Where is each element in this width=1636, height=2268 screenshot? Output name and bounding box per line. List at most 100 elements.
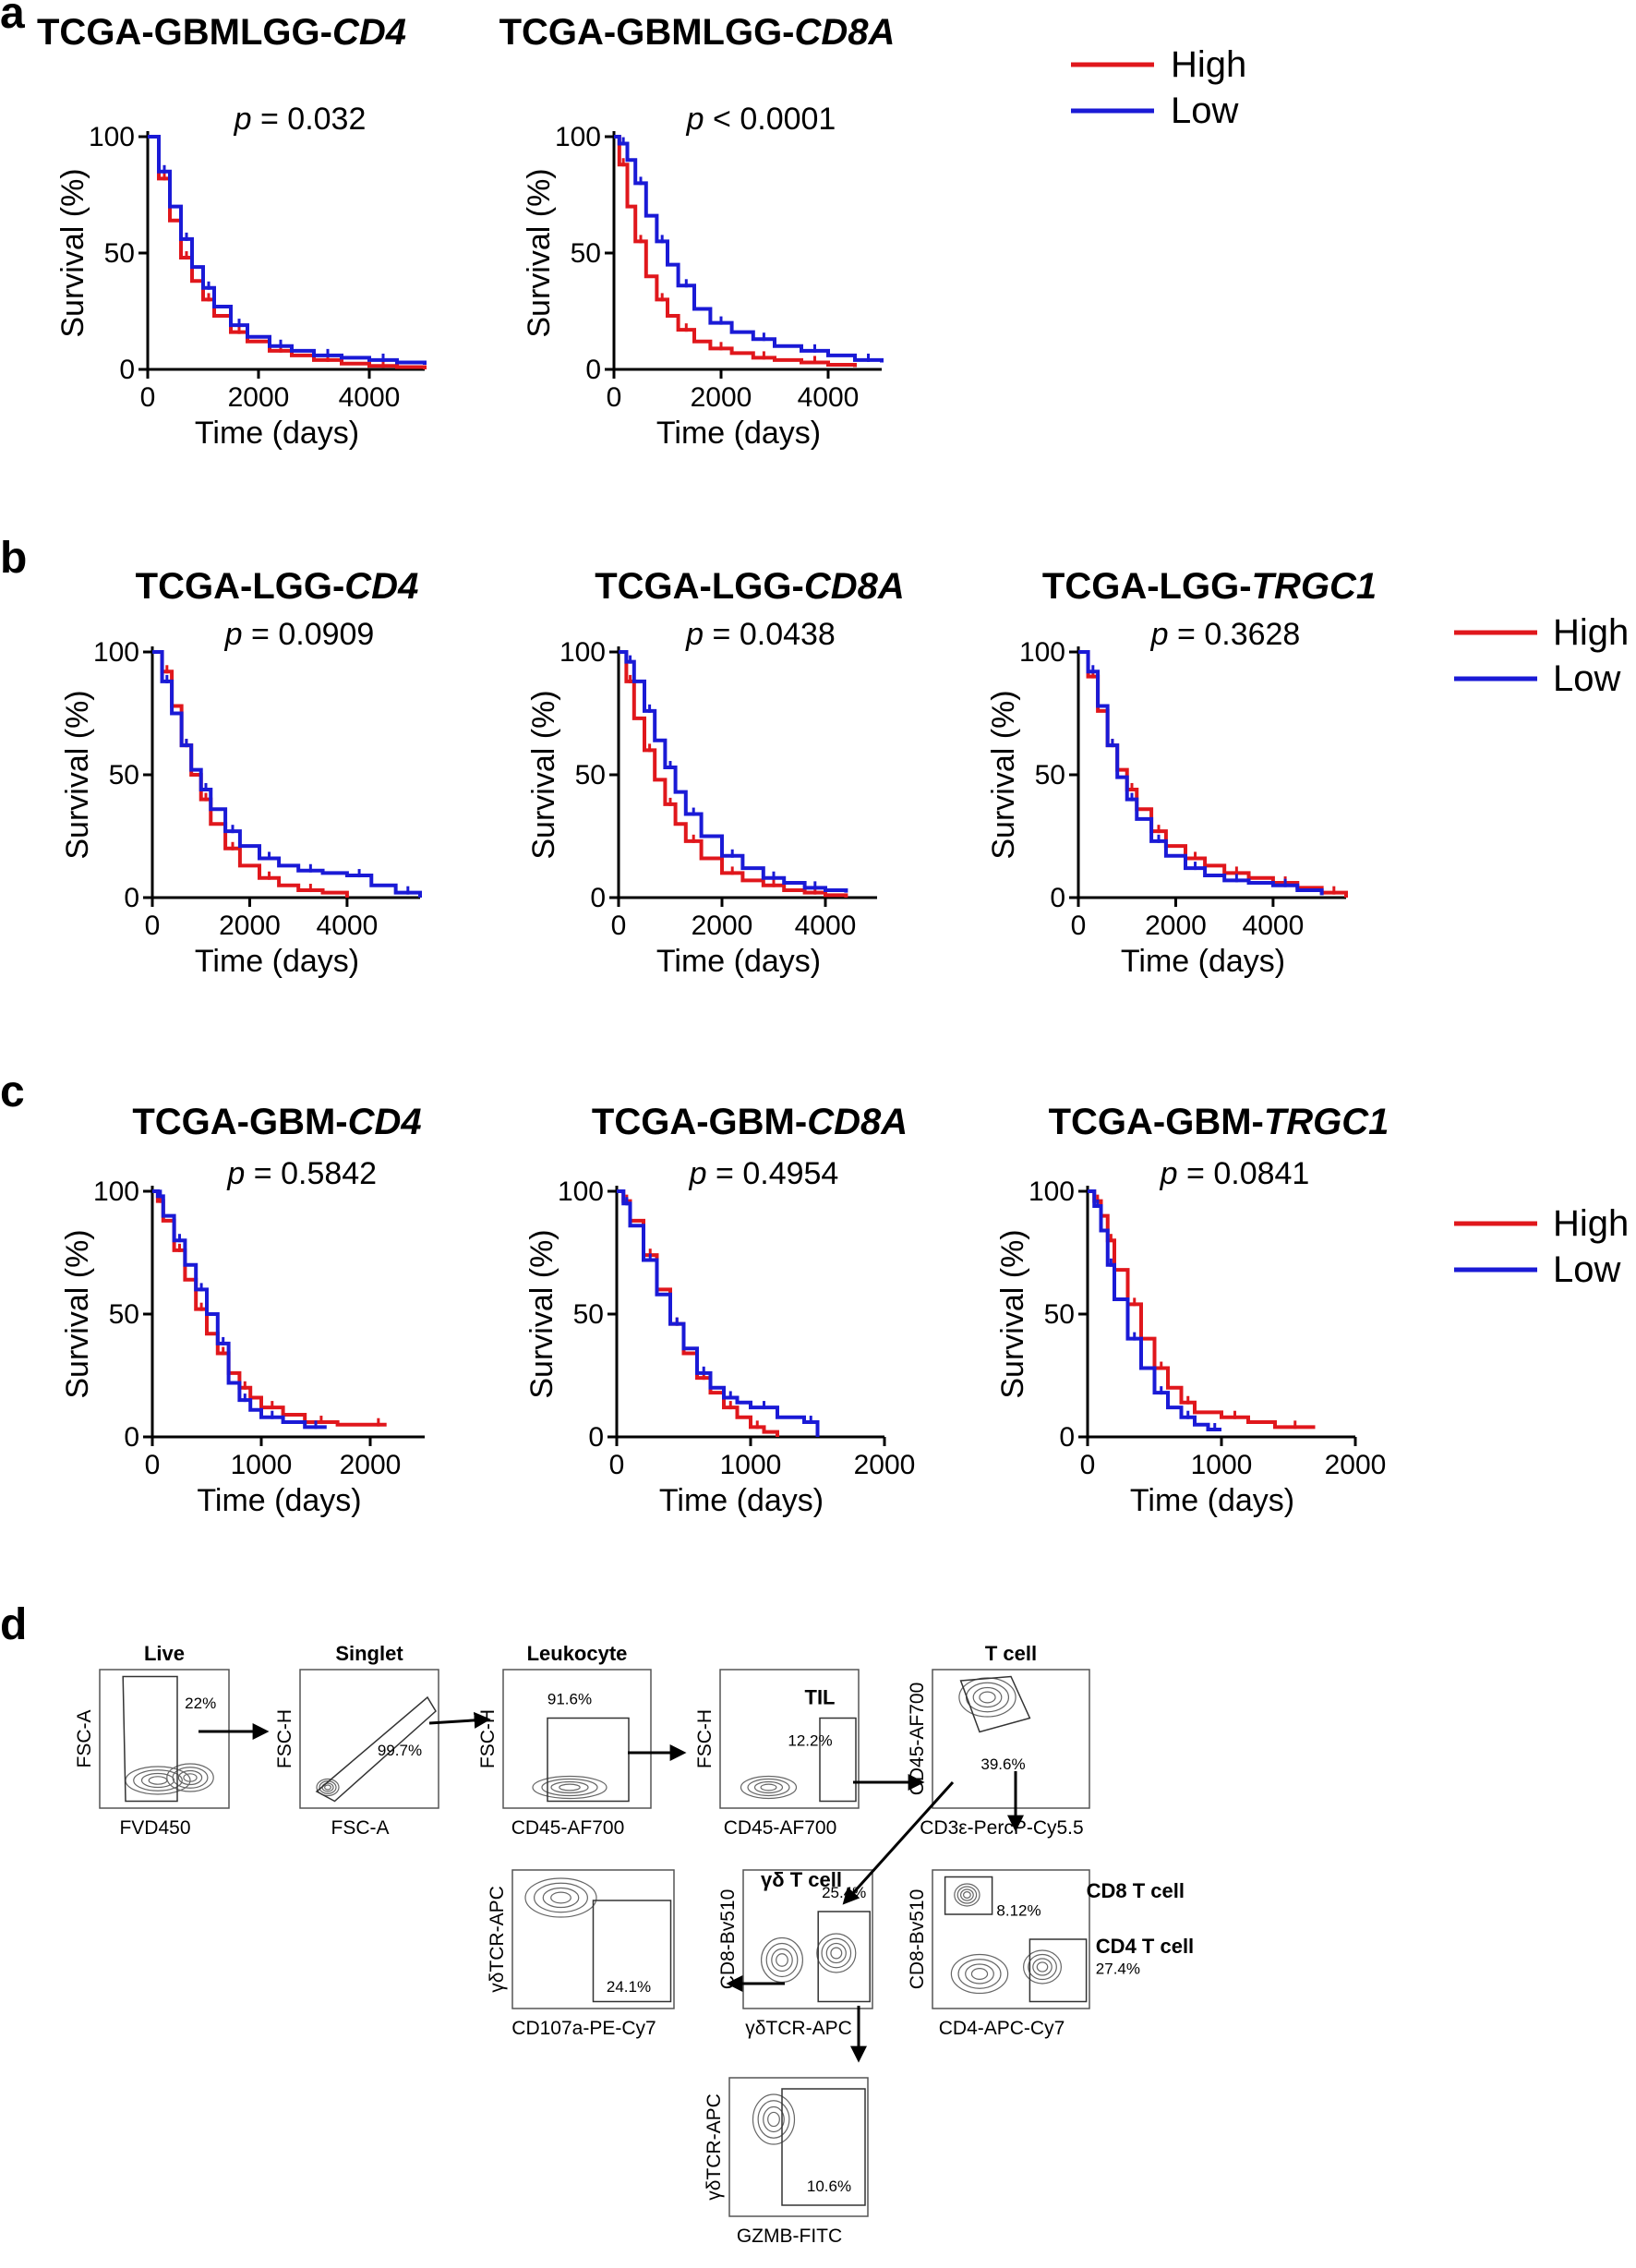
p-value: p = 0.5842 (226, 1156, 377, 1191)
series-high (617, 1189, 779, 1437)
y-axis-label: CD8-Bv510 (907, 1889, 928, 1990)
chart-title: TCGA-LGG-CD8A (595, 566, 905, 607)
y-tick-label: 50 (1044, 1299, 1075, 1330)
population-contour (958, 1677, 1016, 1718)
x-tick-label: 0 (1071, 911, 1087, 941)
chart-title: TCGA-GBMLGG-CD4 (37, 12, 406, 53)
x-tick-label: 4000 (1243, 911, 1305, 941)
plot-frame (502, 1669, 652, 1809)
x-tick-label: 0 (1080, 1450, 1096, 1480)
y-tick-label: 100 (93, 637, 139, 668)
flow-plot-cd107a: 24.1% CD107a-PE-Cy7 γδTCR-APC (487, 1869, 675, 2039)
p-value: p = 0.3628 (1150, 617, 1301, 652)
legend-low-label: Low (1553, 658, 1620, 699)
x-axis-label: CD107a-PE-Cy7 (511, 2018, 656, 2039)
y-axis-label: Survival (%) (526, 690, 561, 859)
x-tick-label: 1000 (231, 1450, 293, 1480)
y-tick-label: 50 (109, 1299, 139, 1330)
y-tick-label: 0 (585, 355, 601, 385)
x-tick-label: 0 (611, 911, 627, 941)
panel-label-b: b (0, 534, 27, 583)
population-contour (830, 1947, 843, 1960)
x-tick-label: 1000 (720, 1450, 782, 1480)
population-contour (753, 1780, 784, 1794)
y-axis-label: FSC-H (274, 1709, 295, 1768)
gate (547, 1717, 630, 1803)
x-tick-label: 0 (145, 911, 161, 941)
series-low (1078, 650, 1324, 896)
series-high (152, 650, 349, 898)
plot-frame (299, 1669, 439, 1809)
y-tick-label: 100 (555, 122, 601, 152)
series-high (152, 1189, 387, 1427)
x-tick-label: 0 (140, 382, 156, 413)
gate-percent: 12.2% (788, 1732, 832, 1750)
gate (819, 1717, 857, 1803)
survival-chart-lgg-cd4: TCGA-LGG-CD4 p = 0.0909 0 50 100 0 2000 4000Tim… (60, 566, 422, 979)
gate-percent: 8.12% (996, 1902, 1041, 1920)
series-low (1088, 1189, 1221, 1432)
x-tick-label: 2000 (1325, 1450, 1387, 1480)
x-tick-label: 2000 (1145, 911, 1207, 941)
y-axis-label: Survival (%) (986, 690, 1021, 859)
x-tick-label: 1000 (1191, 1450, 1253, 1480)
population-contour (954, 1883, 980, 1907)
gate-percent: 99.7% (378, 1742, 422, 1759)
survival-chart-lgg-trgc1: TCGA-LGG-TRGC1 p = 0.3628 0 50 100 0 2000 4000T… (986, 566, 1377, 979)
x-tick-label: 4000 (317, 911, 379, 941)
population-contour (534, 1882, 588, 1913)
flow-plot-t-cell: 39.6% T cell CD3ε-PercP-Cy5.5 CD45-AF700 (907, 1642, 1090, 1839)
population-contour (148, 1776, 168, 1785)
population-contour (133, 1769, 183, 1791)
population-contour (776, 1953, 788, 1967)
x-tick-label: 0 (145, 1450, 161, 1480)
gate-2-label: CD4 T cell (1096, 1935, 1194, 1958)
x-axis-label: Time (days) (197, 1483, 361, 1518)
y-tick-label: 0 (590, 883, 606, 913)
plot-frame (719, 1669, 860, 1809)
population-contour (959, 1888, 974, 1901)
population-contour (821, 1937, 852, 1969)
panel-label-d: d (0, 1600, 27, 1649)
y-tick-label: 0 (1059, 1422, 1075, 1453)
chart-title: TCGA-GBM-TRGC1 (1049, 1102, 1389, 1142)
arrow-singlet-to-leukocyte (428, 1711, 491, 1729)
population-contour (962, 1891, 971, 1899)
y-tick-label: 0 (124, 1422, 139, 1453)
population-contour (771, 1948, 793, 1972)
legend-high-label: High (1171, 44, 1246, 85)
y-axis-label: CD8-Bv510 (717, 1889, 739, 1990)
y-tick-label: 0 (124, 883, 139, 913)
x-axis-label: Time (days) (1130, 1483, 1294, 1518)
chart-title: TCGA-LGG-TRGC1 (1042, 566, 1377, 607)
population-contour (957, 1959, 1002, 1989)
x-tick-label: 2000 (219, 911, 281, 941)
survival-chart-gbmlgg-cd4: TCGA-GBMLGG-CD4 p = 0.032 0 50 100 0 2000 4000T… (37, 12, 427, 451)
plot-frame (932, 1869, 1090, 2009)
population-contour (747, 1778, 790, 1797)
y-tick-label: 100 (1019, 637, 1065, 668)
population-contour (979, 1691, 996, 1704)
series-high (614, 135, 857, 368)
x-tick-label: 2000 (340, 1450, 402, 1480)
x-axis-label: CD45-AF700 (511, 1817, 625, 1839)
plot-frame (932, 1669, 1090, 1809)
flow-plot-leukocyte: 91.6% Leukocyte CD45-AF700 FSC-H (477, 1642, 652, 1839)
y-tick-label: 50 (575, 760, 606, 790)
gate (122, 1675, 178, 1803)
y-axis-label: Survival (%) (524, 1229, 559, 1398)
x-axis-label: γδTCR-APC (745, 2018, 852, 2039)
series-low (152, 1189, 327, 1430)
x-tick-label: 4000 (795, 911, 857, 941)
population-contour (740, 1775, 798, 1800)
flow-plot-til: 12.2% TIL CD45-AF700 FSC-H (694, 1669, 860, 1839)
p-value: p = 0.0841 (1160, 1156, 1310, 1191)
population-contour (970, 1968, 989, 1980)
y-tick-label: 100 (93, 1176, 139, 1207)
population-contour (321, 1782, 334, 1792)
population-contour (319, 1780, 337, 1794)
population-contour (172, 1767, 209, 1789)
population-contour (757, 2100, 790, 2139)
